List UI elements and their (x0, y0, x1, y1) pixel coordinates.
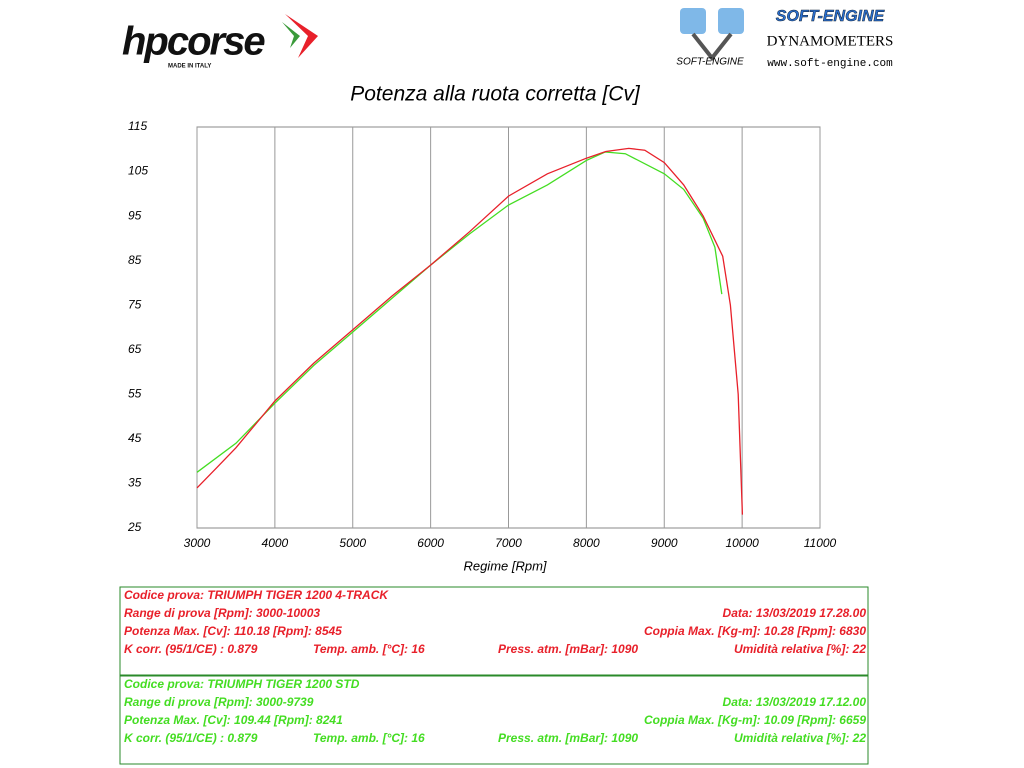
x-tick-label: 8000 (573, 536, 600, 550)
x-tick-label: 6000 (417, 536, 444, 550)
piston-icon (718, 8, 744, 34)
info-title: Codice prova: TRIUMPH TIGER 1200 STD (124, 677, 360, 691)
y-tick-label: 45 (128, 431, 142, 445)
info-box (119, 586, 869, 676)
info-press: Press. atm. [mBar]: 1090 (498, 731, 638, 745)
dyno-title: DYNAMOMETERS (767, 33, 894, 49)
info-range: Range di prova [Rpm]: 3000-10003 (124, 606, 320, 620)
info-box (119, 675, 869, 765)
x-tick-label: 9000 (651, 536, 678, 550)
x-axis-label: Regime [Rpm] (463, 558, 546, 573)
x-tick-label: 7000 (495, 536, 522, 550)
brand-tag: MADE IN ITALY (168, 64, 211, 70)
info-press: Press. atm. [mBar]: 1090 (498, 642, 638, 656)
y-tick-label: 55 (128, 387, 142, 401)
dyno-brand: SOFT-ENGINE (776, 8, 886, 25)
x-tick-label: 5000 (339, 536, 366, 550)
info-kcorr: K corr. (95/1/CE) : 0.879 (124, 731, 258, 745)
y-tick-label: 105 (128, 164, 148, 178)
x-tick-label: 11000 (804, 536, 837, 550)
info-temp: Temp. amb. [°C]: 16 (313, 642, 425, 656)
y-tick-label: 25 (127, 520, 142, 534)
logo-swoosh (285, 14, 318, 58)
x-tick-label: 3000 (184, 536, 211, 550)
info-power: Potenza Max. [Cv]: 109.44 [Rpm]: 8241 (124, 713, 343, 727)
x-tick-label: 10000 (725, 536, 759, 550)
logo-swoosh (282, 22, 300, 48)
y-tick-label: 35 (128, 476, 142, 490)
chart-title: Potenza alla ruota corretta [Cv] (350, 83, 641, 106)
info-date: Data: 13/03/2019 17.12.00 (723, 695, 867, 709)
y-tick-label: 95 (128, 208, 142, 222)
info-date: Data: 13/03/2019 17.28.00 (723, 606, 867, 620)
series-line (196, 151, 723, 473)
crank-icon (691, 32, 733, 62)
info-range: Range di prova [Rpm]: 3000-9739 (124, 695, 314, 709)
x-tick-label: 4000 (262, 536, 289, 550)
piston-icon (680, 8, 706, 34)
info-tables: Codice prova: TRIUMPH TIGER 1200 4-TRACK… (119, 586, 869, 765)
info-power: Potenza Max. [Cv]: 110.18 [Rpm]: 8545 (124, 624, 342, 638)
y-tick-label: 85 (128, 253, 142, 267)
dyno-url: www.soft-engine.com (767, 58, 893, 70)
info-kcorr: K corr. (95/1/CE) : 0.879 (124, 642, 258, 656)
info-title: Codice prova: TRIUMPH TIGER 1200 4-TRACK (124, 588, 389, 602)
series-line (196, 147, 744, 515)
info-torque: Coppia Max. [Kg-m]: 10.09 [Rpm]: 6659 (644, 713, 866, 727)
info-humidity: Umidità relativa [%]: 22 (734, 642, 866, 656)
info-temp: Temp. amb. [°C]: 16 (313, 731, 425, 745)
brand-logo: hpcorse (122, 20, 265, 64)
y-tick-label: 115 (128, 119, 147, 133)
info-torque: Coppia Max. [Kg-m]: 10.28 [Rpm]: 6830 (644, 624, 866, 638)
info-humidity: Umidità relativa [%]: 22 (734, 731, 866, 745)
y-tick-label: 65 (128, 342, 142, 356)
y-tick-label: 75 (128, 297, 142, 311)
dyno-logo-text: SOFT-ENGINE (676, 57, 744, 68)
